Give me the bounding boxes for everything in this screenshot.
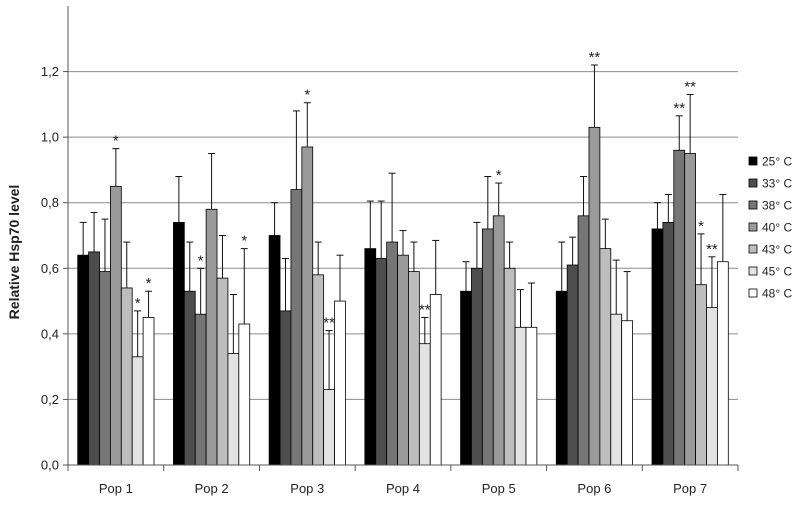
bar (577, 215, 590, 466)
bar (99, 271, 111, 466)
significance-marker: * (113, 133, 119, 150)
x-tick-label: Pop 7 (673, 481, 707, 496)
error-bars (79, 64, 727, 390)
significance-marker: * (241, 233, 247, 250)
bar (408, 271, 420, 466)
legend-swatch (748, 288, 758, 298)
y-tick-label: 1,2 (41, 64, 59, 79)
significance-marker: * (146, 275, 152, 292)
bar (418, 343, 431, 466)
legend-swatch (748, 266, 758, 276)
bar (183, 290, 196, 466)
significance-marker: * (496, 167, 502, 184)
x-tick-label: Pop 5 (482, 481, 516, 496)
x-tick-label: Pop 2 (195, 481, 229, 496)
y-tick-label: 0,6 (41, 261, 59, 276)
bar (301, 146, 314, 466)
bar (312, 274, 325, 466)
significance-marker: ** (589, 49, 601, 66)
significance-marker: ** (706, 241, 718, 258)
bar (481, 228, 494, 466)
legend-label: 38° C (762, 199, 792, 213)
bar (194, 313, 207, 466)
legend-swatch (748, 244, 758, 254)
bar (599, 248, 612, 466)
y-tick-label: 0,4 (41, 326, 59, 341)
legend-swatch (748, 200, 758, 210)
significance-marker: ** (419, 301, 431, 318)
bar (279, 310, 292, 466)
bar (238, 323, 251, 466)
bar (334, 300, 346, 466)
bar (525, 326, 538, 466)
legend: 25° C 33° C 38° C 40° C 43° C 45° C 48° C (748, 155, 792, 301)
significance-marker: ** (684, 79, 696, 96)
bar (651, 228, 664, 466)
bar (142, 317, 155, 466)
bar (110, 185, 122, 466)
y-axis-label: Relative Hsp70 level (6, 185, 22, 320)
bar (471, 267, 483, 466)
y-tick-label: 0,0 (41, 458, 59, 473)
bar (460, 290, 472, 466)
bar (205, 208, 218, 466)
x-tick-label: Pop 4 (386, 481, 420, 496)
bar (397, 254, 409, 466)
bars (77, 126, 729, 466)
bar (588, 126, 601, 466)
bar (88, 251, 100, 466)
significance-marker: * (698, 218, 704, 235)
legend-label: 48° C (762, 287, 792, 301)
significance-marker: * (304, 87, 310, 104)
y-tick-label: 0,8 (41, 195, 59, 210)
legend-label: 33° C (762, 177, 792, 191)
bar (555, 290, 568, 466)
bar (492, 215, 505, 466)
bar (429, 294, 442, 466)
bar (290, 189, 303, 466)
x-tick-label: Pop 3 (290, 481, 324, 496)
bar (566, 264, 579, 466)
bar (684, 153, 696, 466)
bar (673, 149, 686, 466)
x-tick-label: Pop 1 (99, 481, 133, 496)
legend-label: 40° C (762, 221, 792, 235)
significance-marker: * (198, 252, 204, 269)
significance-markers: ******************** (113, 49, 718, 332)
bar (364, 248, 377, 466)
bar (514, 326, 527, 466)
y-tick-label: 1,0 (41, 130, 59, 145)
legend-swatch (748, 178, 758, 188)
bar (503, 267, 516, 466)
bar (706, 307, 718, 466)
bar (323, 389, 335, 466)
bar (227, 353, 240, 466)
significance-marker: ** (673, 100, 685, 117)
bar (268, 235, 281, 466)
y-tick-label: 0,2 (41, 392, 59, 407)
axes: 0,0 0,2 0,4 0,6 0,8 1,0 1,2 Pop 1 Pop 2 Pop 3 Pop … (41, 6, 739, 496)
bar (695, 284, 707, 466)
bar (173, 221, 185, 466)
significance-marker: ** (323, 315, 335, 332)
bar (610, 313, 623, 466)
legend-swatch (748, 222, 758, 232)
bar (662, 221, 675, 466)
bar (77, 254, 90, 466)
bar (621, 320, 633, 466)
bar (131, 356, 144, 466)
bar (216, 277, 229, 466)
bar (386, 241, 398, 466)
bar (120, 287, 133, 466)
bar (375, 258, 388, 466)
legend-label: 43° C (762, 243, 792, 257)
bar (716, 261, 729, 466)
x-tick-label: Pop 6 (577, 481, 611, 496)
legend-label: 45° C (762, 265, 792, 279)
legend-swatch (748, 156, 758, 166)
legend-label: 25° C (762, 155, 792, 169)
significance-marker: * (135, 295, 141, 312)
